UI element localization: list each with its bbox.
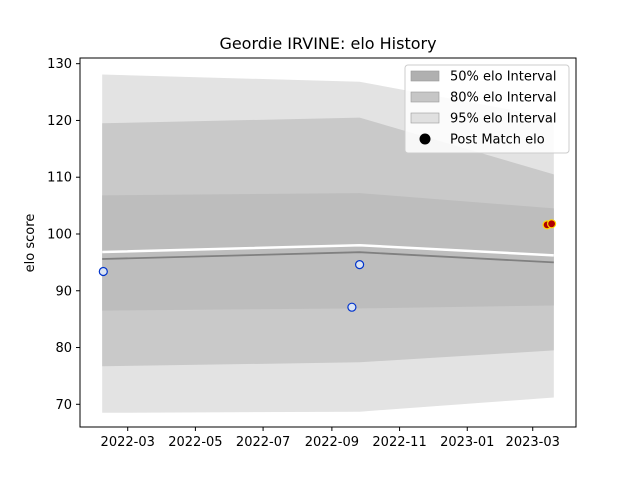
legend-box [404,64,570,154]
x-tick-label: 2023-03 [506,435,560,450]
y-tick-label: 120 [47,114,72,129]
legend-swatch [410,112,440,124]
post-match-point-2 [347,302,357,312]
legend-swatch [410,91,440,103]
post-match-point-1 [98,266,108,277]
legend-label: 95% elo Interval [450,112,557,127]
y-axis-ticks: 70 80 90 100 110 120 130 [47,57,80,413]
x-tick-label: 2022-11 [372,435,426,450]
y-axis-label: elo score [23,214,38,273]
interval-band-3 [102,193,554,311]
legend-label: 80% elo Interval [450,91,557,106]
post-match-point-5 [546,219,557,229]
y-tick-label: 130 [47,57,72,72]
legend-swatch [410,70,440,82]
y-tick-label: 80 [55,341,72,356]
legend-label: Post Match elo [450,133,545,148]
x-tick-label: 2022-09 [305,435,359,450]
legend-marker [419,133,431,145]
x-tick-label: 2022-03 [101,435,155,450]
y-tick-label: 90 [55,284,72,299]
axes-frame [79,57,577,428]
interval-bands [102,74,554,413]
x-tick-label: 2023-01 [440,435,494,450]
x-axis-ticks: 2022-03 2022-05 2022-07 2022-09 2022-11 2023-… [101,427,560,450]
chart-title: Geordie IRVINE: elo History [219,34,436,53]
y-tick-label: 100 [47,227,72,242]
y-tick-label: 110 [47,171,72,186]
y-tick-label: 70 [55,398,72,413]
legend: 50% elo Interval 80% elo Interval 95% elo … [404,64,570,154]
x-tick-label: 2022-07 [236,435,290,450]
mean-elo-line [102,251,554,264]
post-match-point-3 [355,260,365,270]
post-match-points [98,219,557,312]
mean-lines [102,243,554,264]
x-tick-label: 2022-05 [168,435,222,450]
upper-highlight-line [102,243,554,257]
legend-label: 50% elo Interval [450,70,557,85]
